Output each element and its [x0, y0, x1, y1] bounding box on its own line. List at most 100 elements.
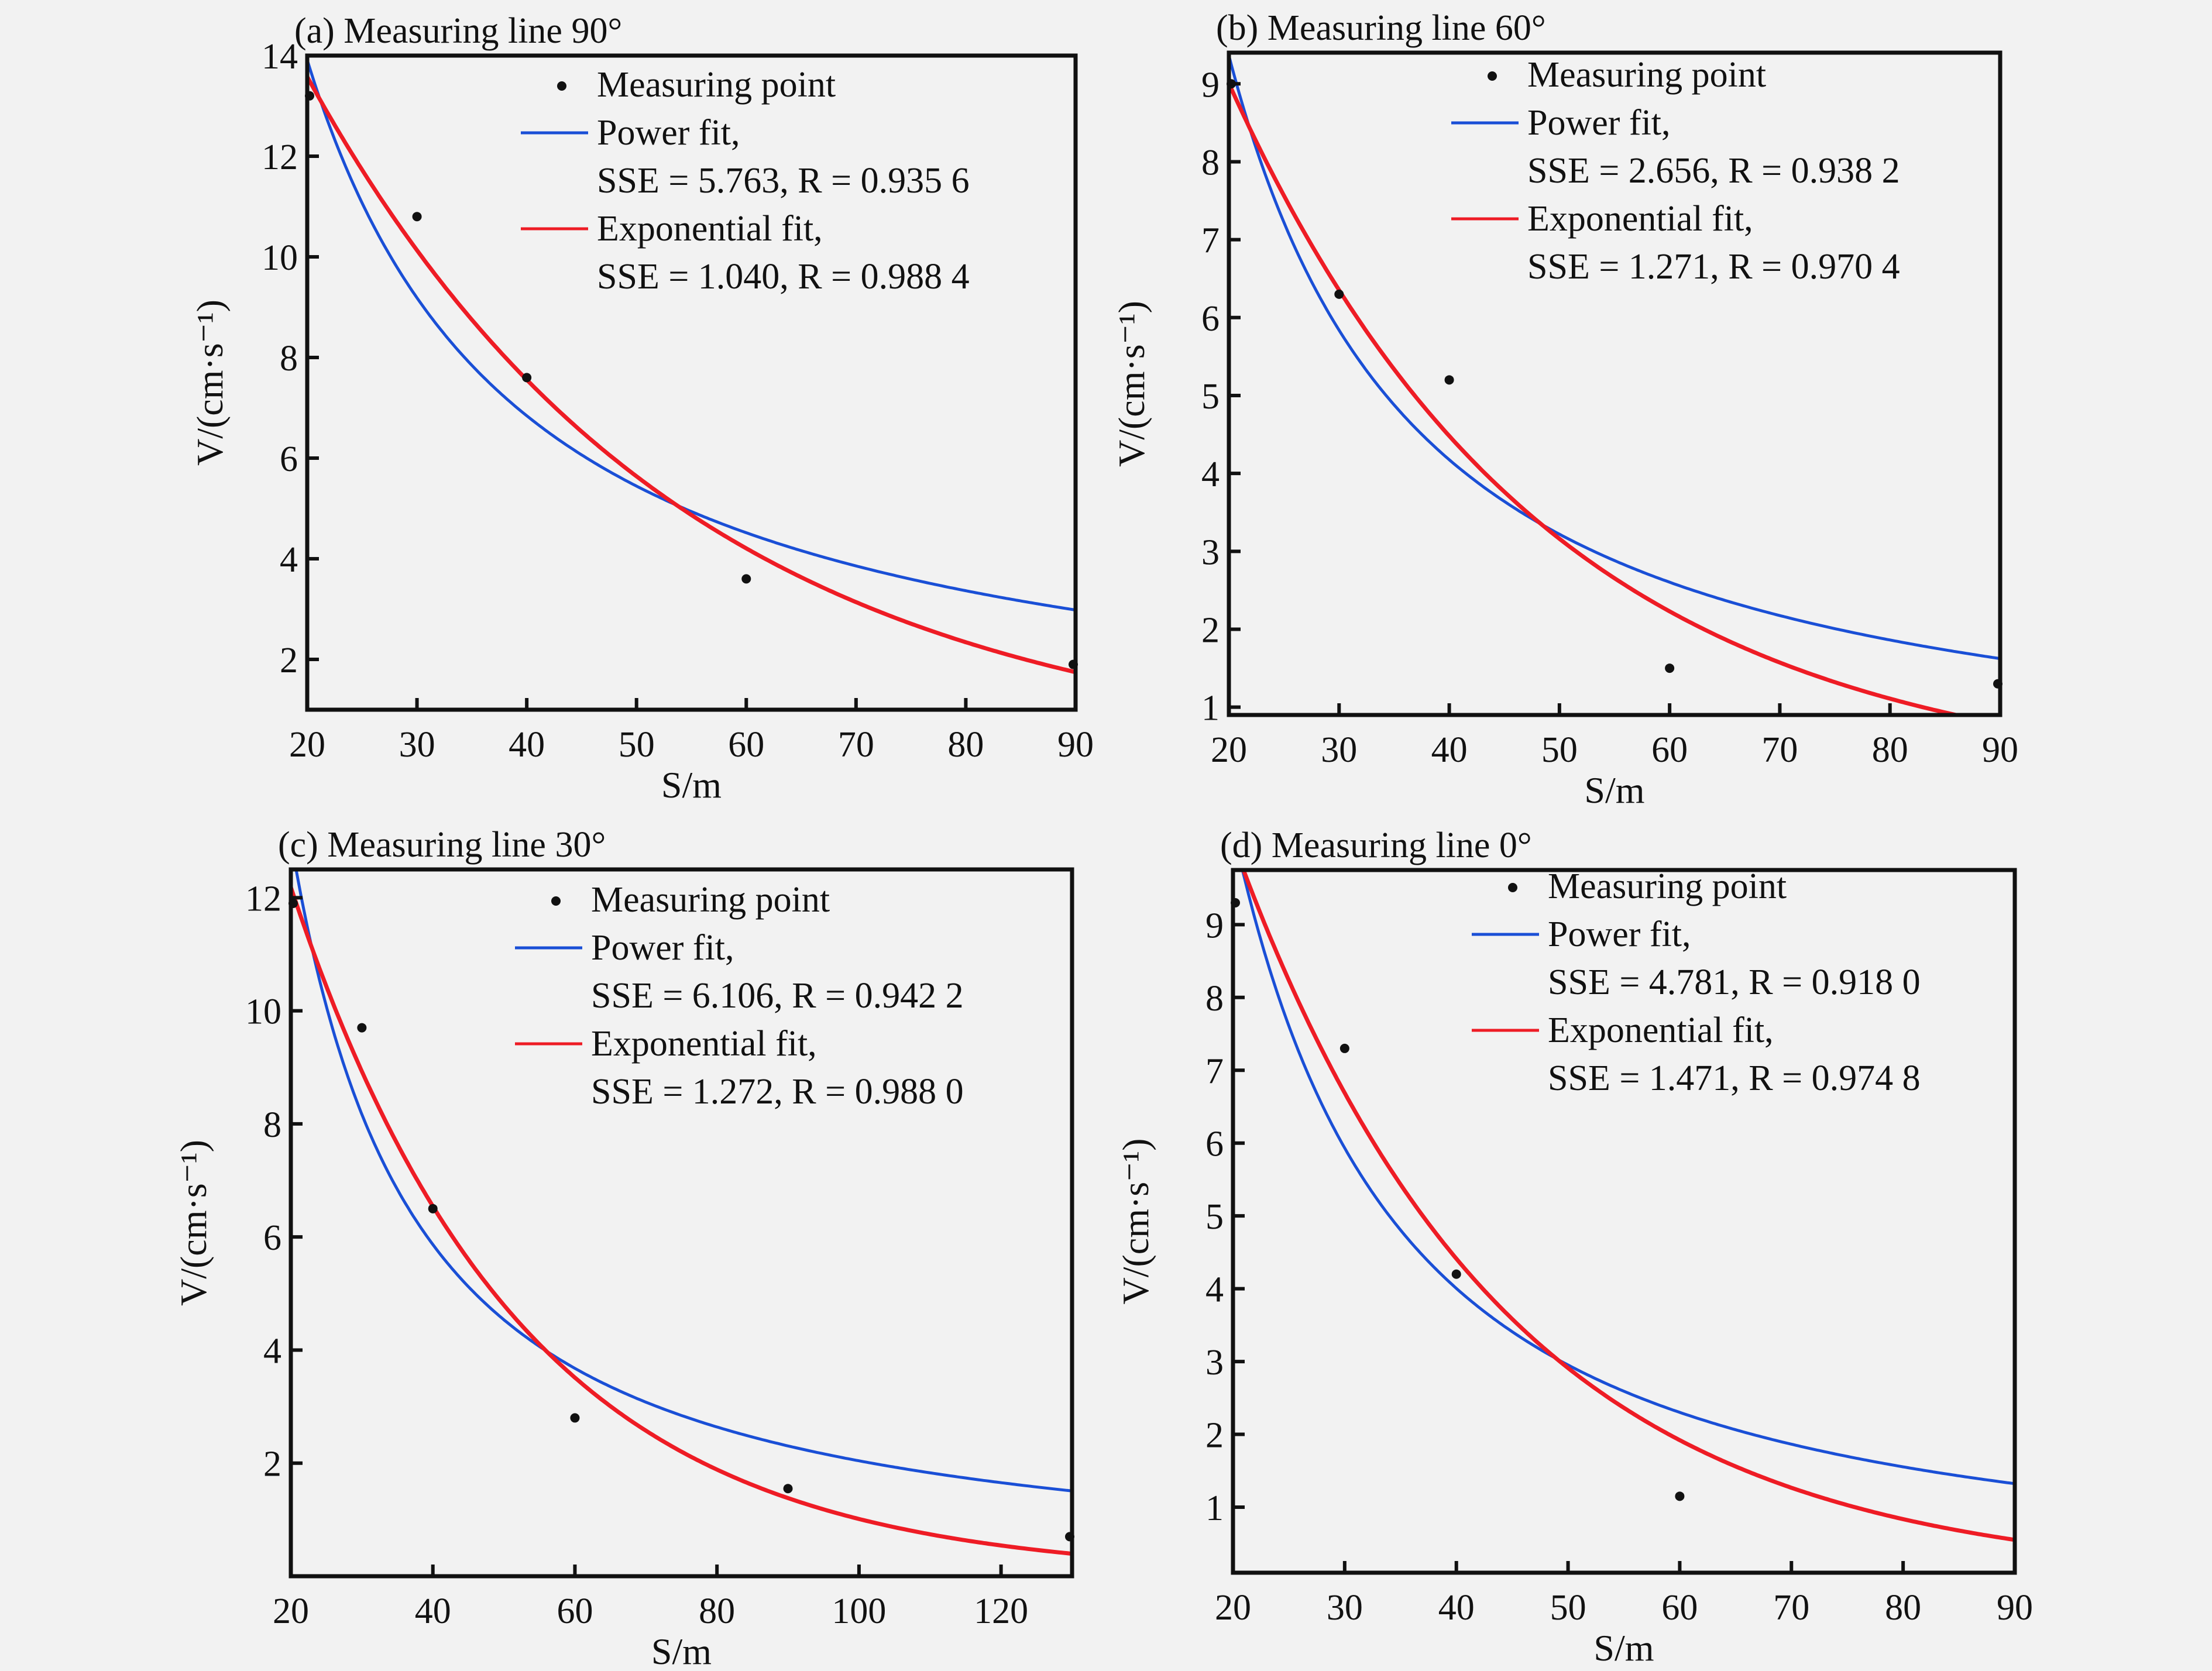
measuring-point: [783, 1484, 793, 1494]
legend-power-stats: SSE = 4.781, R = 0.918 0: [1548, 962, 1921, 1002]
legend: Measuring point Power fit, SSE = 6.106, R …: [515, 880, 964, 1112]
y-tick-label: 2: [263, 1445, 281, 1484]
y-tick-label: 1: [1205, 1488, 1224, 1528]
legend-point-label: Measuring point: [1527, 55, 1766, 95]
measuring-point: [741, 574, 751, 584]
measuring-point: [412, 212, 422, 222]
x-tick-label: 80: [699, 1591, 735, 1631]
panel-title: (b) Measuring line 60°: [1216, 8, 1546, 48]
y-axis-label: V/(cm·s⁻¹): [1111, 301, 1152, 467]
plot-frame: [305, 53, 1078, 712]
x-tick-label: 50: [1550, 1588, 1586, 1628]
x-axis-label: S/m: [1584, 769, 1644, 811]
y-axis-label: V/(cm·s⁻¹): [173, 1140, 214, 1306]
legend-power-stats: SSE = 5.763, R = 0.935 6: [597, 161, 970, 201]
y-tick-label: 7: [1201, 221, 1220, 261]
x-tick-label: 40: [1438, 1588, 1475, 1628]
x-tick-label: 70: [1773, 1588, 1809, 1628]
y-tick-label: 3: [1201, 532, 1220, 572]
measuring-point: [1334, 289, 1344, 299]
x-tick-label: 80: [1872, 730, 1908, 770]
y-tick-label: 2: [280, 641, 298, 680]
legend-exp-stats: SSE = 1.271, R = 0.970 4: [1527, 247, 1900, 287]
y-tick-label: 14: [262, 37, 298, 77]
panel-c: (c) Measuring line 30° 20 40 60 80 100 120 2 4 6 8…: [173, 825, 1074, 1671]
y-tick-label: 6: [263, 1218, 281, 1258]
y-tick-label: 10: [262, 238, 298, 278]
y-tick-label: 6: [1201, 299, 1220, 339]
power-fit-curve: [307, 59, 1076, 611]
y-tick-label: 3: [1205, 1343, 1224, 1383]
y-tick-label: 9: [1201, 65, 1220, 105]
x-tick-label: 40: [509, 725, 545, 765]
x-tick-label: 40: [415, 1591, 451, 1631]
power-fit-curve: [294, 869, 1072, 1493]
legend-point-marker: [1508, 883, 1517, 892]
power-fit-curve: [1241, 870, 2015, 1486]
x-tick-label: 20: [1211, 730, 1247, 770]
power-fit-curve: [1229, 55, 2000, 661]
legend-power-label: Power fit,: [591, 928, 734, 968]
legend-point-label: Measuring point: [597, 65, 836, 105]
legend-power-stats: SSE = 2.656, R = 0.938 2: [1527, 151, 1900, 191]
y-tick-label: 8: [280, 339, 298, 379]
y-tick-label: 1: [1201, 689, 1220, 728]
y-tick-label: 8: [1205, 979, 1224, 1019]
panel-title: (c) Measuring line 30°: [278, 825, 606, 865]
x-tick-label: 70: [1761, 730, 1798, 770]
y-tick-label: 6: [1205, 1125, 1224, 1164]
exponential-fit-curve: [307, 75, 1076, 675]
x-tick-label: 90: [1057, 725, 1094, 765]
y-axis-label: V/(cm·s⁻¹): [1115, 1139, 1156, 1305]
y-tick-label: 2: [1205, 1416, 1224, 1456]
legend-exp-label: Exponential fit,: [1548, 1010, 1774, 1050]
panel-title: (d) Measuring line 0°: [1220, 826, 1532, 865]
exponential-fit-curve: [1229, 82, 1966, 715]
panel-a: (a) Measuring line 90° 20 30 40 50 60 70 80 90 2 4…: [189, 11, 1094, 806]
plot-frame: [1231, 868, 2017, 1575]
x-tick-label: 80: [947, 725, 984, 765]
measuring-point: [1451, 1269, 1461, 1279]
y-axis-label: V/(cm·s⁻¹): [189, 300, 231, 466]
x-axis-label: S/m: [1593, 1627, 1654, 1669]
y-tick-label: 7: [1205, 1051, 1224, 1091]
x-axis-label: S/m: [651, 1631, 712, 1671]
exponential-fit-curve: [291, 886, 1072, 1556]
panel-title: (a) Measuring line 90°: [294, 11, 622, 51]
legend-exp-stats: SSE = 1.272, R = 0.988 0: [591, 1072, 964, 1112]
legend-power-label: Power fit,: [1527, 103, 1671, 143]
y-tick-label: 8: [263, 1105, 281, 1145]
y-tick-label: 8: [1201, 143, 1220, 183]
legend-exp-stats: SSE = 1.040, R = 0.988 4: [597, 257, 970, 297]
x-axis-label: S/m: [661, 764, 722, 806]
x-tick-label: 30: [1321, 730, 1357, 770]
x-tick-label: 70: [838, 725, 874, 765]
x-tick-label: 50: [1541, 730, 1578, 770]
measuring-point: [522, 373, 532, 383]
y-tick-label: 2: [1201, 611, 1220, 651]
y-tick-label: 4: [263, 1331, 281, 1371]
x-tick-label: 60: [1651, 730, 1688, 770]
legend: Measuring point Power fit, SSE = 4.781, R …: [1472, 867, 1921, 1098]
legend-exp-label: Exponential fit,: [591, 1024, 817, 1064]
legend-point-marker: [551, 896, 561, 906]
legend-point-label: Measuring point: [591, 880, 830, 920]
x-tick-label: 60: [728, 725, 764, 765]
x-tick-label: 60: [557, 1591, 593, 1631]
legend-exp-label: Exponential fit,: [597, 209, 823, 249]
x-tick-label: 100: [832, 1591, 886, 1631]
measuring-point: [428, 1204, 438, 1213]
legend: Measuring point Power fit, SSE = 2.656, R …: [1451, 55, 1900, 287]
exponential-fit-curve: [1241, 870, 2015, 1542]
y-tick-label: 5: [1201, 377, 1220, 417]
y-tick-label: 4: [1201, 455, 1220, 494]
x-tick-label: 120: [974, 1591, 1028, 1631]
measuring-point: [1444, 375, 1454, 385]
y-tick-label: 12: [245, 879, 281, 919]
plot-frame: [288, 867, 1074, 1579]
y-tick-label: 5: [1205, 1197, 1224, 1237]
x-tick-label: 30: [1327, 1588, 1363, 1628]
x-tick-label: 80: [1885, 1588, 1921, 1628]
legend-exp-stats: SSE = 1.471, R = 0.974 8: [1548, 1058, 1921, 1098]
y-tick-label: 6: [280, 439, 298, 479]
